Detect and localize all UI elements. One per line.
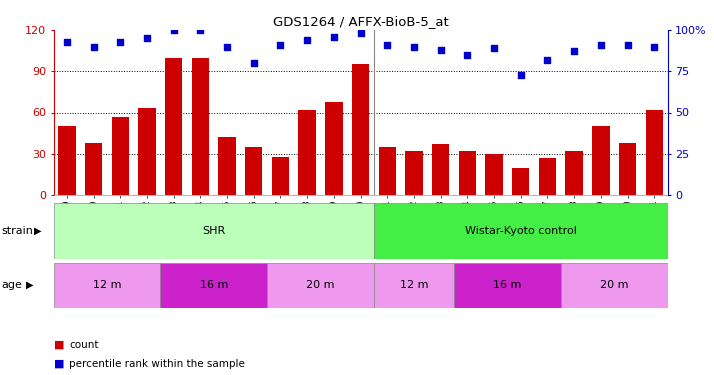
Bar [378,147,396,195]
Point [141,35,153,41]
Text: 20 m: 20 m [600,280,628,290]
Text: ■: ■ [54,340,64,350]
Point [568,48,580,54]
Text: SHR: SHR [202,226,226,236]
Bar [267,262,374,308]
Point [435,47,446,53]
Point [595,42,607,48]
Text: 12 m: 12 m [93,280,121,290]
Point [114,39,126,45]
Bar [352,64,369,195]
Bar [298,110,316,195]
Text: 12 m: 12 m [400,280,428,290]
Text: strain: strain [1,226,34,236]
Bar [645,110,663,195]
Bar [245,147,263,195]
Point [408,44,420,50]
Point [275,42,286,48]
Bar [619,143,636,195]
Bar [432,144,449,195]
Bar [374,262,454,308]
Point [462,52,473,58]
Bar [512,168,529,195]
Bar [218,137,236,195]
Point [622,42,633,48]
Text: age: age [1,280,22,290]
Bar [539,158,556,195]
Bar [565,151,583,195]
Bar [486,154,503,195]
Bar [59,126,76,195]
Point [88,44,99,50]
Bar [54,202,374,259]
Bar [85,143,102,195]
Text: ▶: ▶ [26,280,34,290]
Point [515,72,526,78]
Bar [454,262,560,308]
Bar [592,126,610,195]
Bar [458,151,476,195]
Bar [560,262,668,308]
Point [328,34,340,40]
Bar [161,262,267,308]
Point [355,30,366,36]
Bar [111,117,129,195]
Bar [165,57,182,195]
Point [381,42,393,48]
Text: percentile rank within the sample: percentile rank within the sample [69,359,245,369]
Point [488,45,500,51]
Text: Wistar-Kyoto control: Wistar-Kyoto control [465,226,577,236]
Text: 20 m: 20 m [306,280,335,290]
Bar [374,202,668,259]
Point [61,39,73,45]
Bar [406,151,423,195]
Text: count: count [69,340,99,350]
Point [195,27,206,33]
Bar [139,108,156,195]
Bar [191,57,209,195]
Bar [54,262,161,308]
Bar [272,156,289,195]
Text: GDS1264 / AFFX-BioB-5_at: GDS1264 / AFFX-BioB-5_at [273,15,448,28]
Point [168,27,179,33]
Text: 16 m: 16 m [493,280,522,290]
Point [301,37,313,43]
Text: ■: ■ [54,359,64,369]
Point [221,44,233,50]
Point [648,44,660,50]
Text: ▶: ▶ [34,226,42,236]
Bar [325,102,343,195]
Point [248,60,259,66]
Point [542,57,553,63]
Text: 16 m: 16 m [199,280,228,290]
